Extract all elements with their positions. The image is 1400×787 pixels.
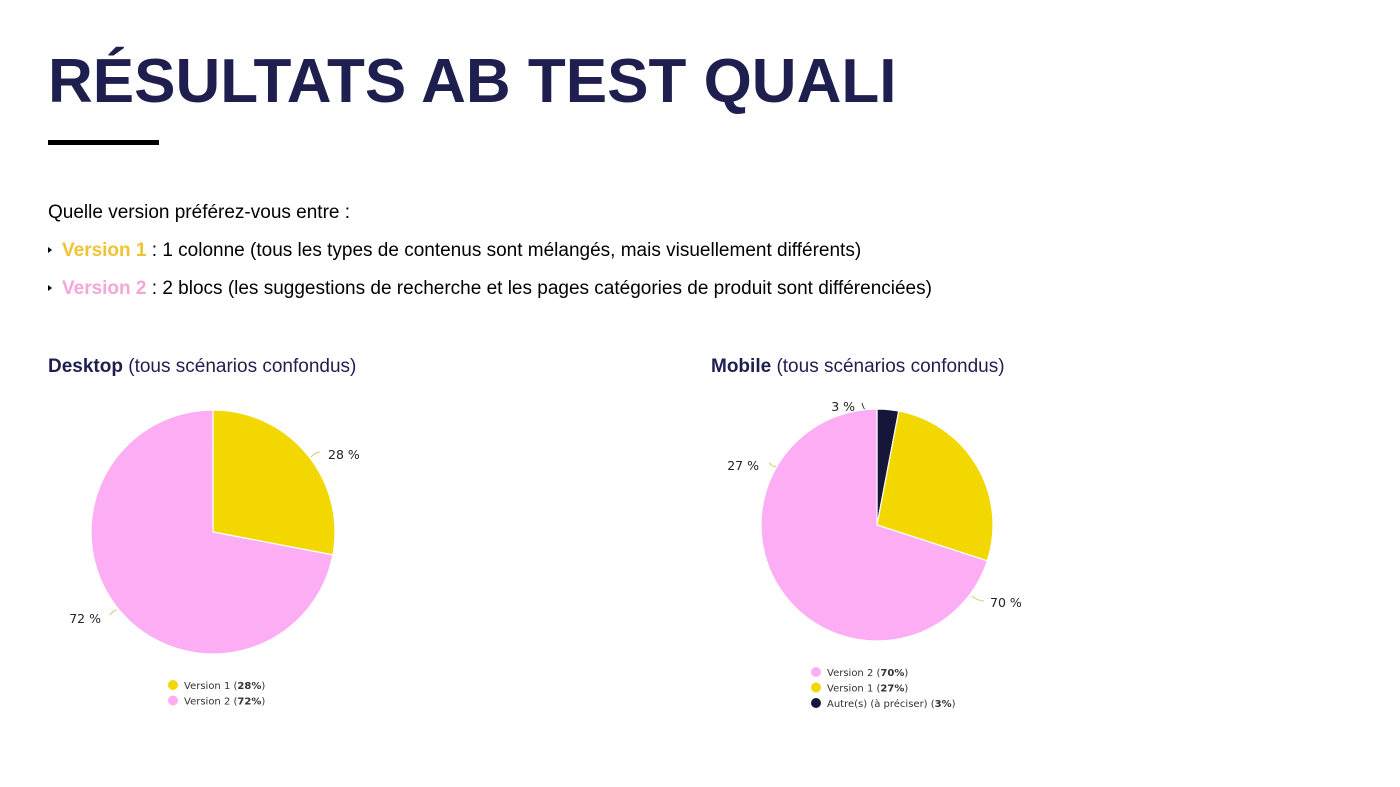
label-leader-line	[768, 462, 778, 468]
data-label: 72 %	[69, 611, 101, 626]
pie-slice	[876, 410, 994, 562]
legend-swatch	[811, 667, 821, 677]
legend-entry: Version 1 (27%)	[827, 684, 908, 695]
pie-slice	[760, 408, 989, 642]
chart-title-rest: (tous scénarios confondus)	[771, 356, 1005, 377]
chart-title-strong: Desktop	[48, 356, 123, 377]
data-label: 70 %	[990, 595, 1022, 610]
chart-title-strong: Mobile	[711, 356, 772, 377]
legend-swatch	[168, 695, 178, 706]
legend-swatch	[811, 698, 821, 708]
legend-entry: Version 1 (28%)	[184, 681, 265, 692]
desktop-chart-title: Desktop (tous scénarios confondus)	[48, 355, 356, 379]
slide-title: RÉSULTATS AB TEST QUALI	[48, 47, 897, 116]
pie-slice	[90, 409, 334, 655]
chart-title-rest: (tous scénarios confondus)	[122, 356, 357, 377]
label-leader-line	[310, 451, 321, 458]
option-description: : 2 blocs (les suggestions de recherche …	[146, 278, 932, 299]
title-underline	[48, 140, 159, 145]
bullet-icon	[48, 285, 52, 291]
label-leader-line	[861, 402, 867, 411]
bullet-icon	[48, 247, 52, 253]
option-label: Version 2	[62, 278, 147, 299]
label-leader-line	[109, 609, 118, 616]
legend-entry: Autre(s) (à préciser) (3%)	[827, 698, 956, 710]
legend-entry: Version 2 (72%)	[184, 697, 265, 708]
option-label: Version 1	[62, 240, 147, 261]
option-description: : 1 colonne (tous les types de contenus …	[146, 240, 862, 261]
legend-swatch	[811, 682, 821, 693]
mobile-chart-title: Mobile (tous scénarios confondus)	[711, 355, 1005, 379]
pie-slice	[212, 409, 336, 556]
data-label: 28 %	[328, 447, 360, 462]
legend-entry: Version 2 (70%)	[827, 668, 908, 679]
data-label: 3 %	[831, 399, 855, 414]
data-label: 27 %	[727, 458, 759, 473]
question-text: Quelle version préférez-vous entre :	[48, 202, 351, 223]
label-leader-line	[971, 595, 985, 602]
legend-swatch	[168, 680, 178, 690]
option-version-2: Version 2 : 2 blocs (les suggestions de …	[48, 277, 932, 301]
option-version-1: Version 1 : 1 colonne (tous les types de…	[48, 239, 861, 263]
